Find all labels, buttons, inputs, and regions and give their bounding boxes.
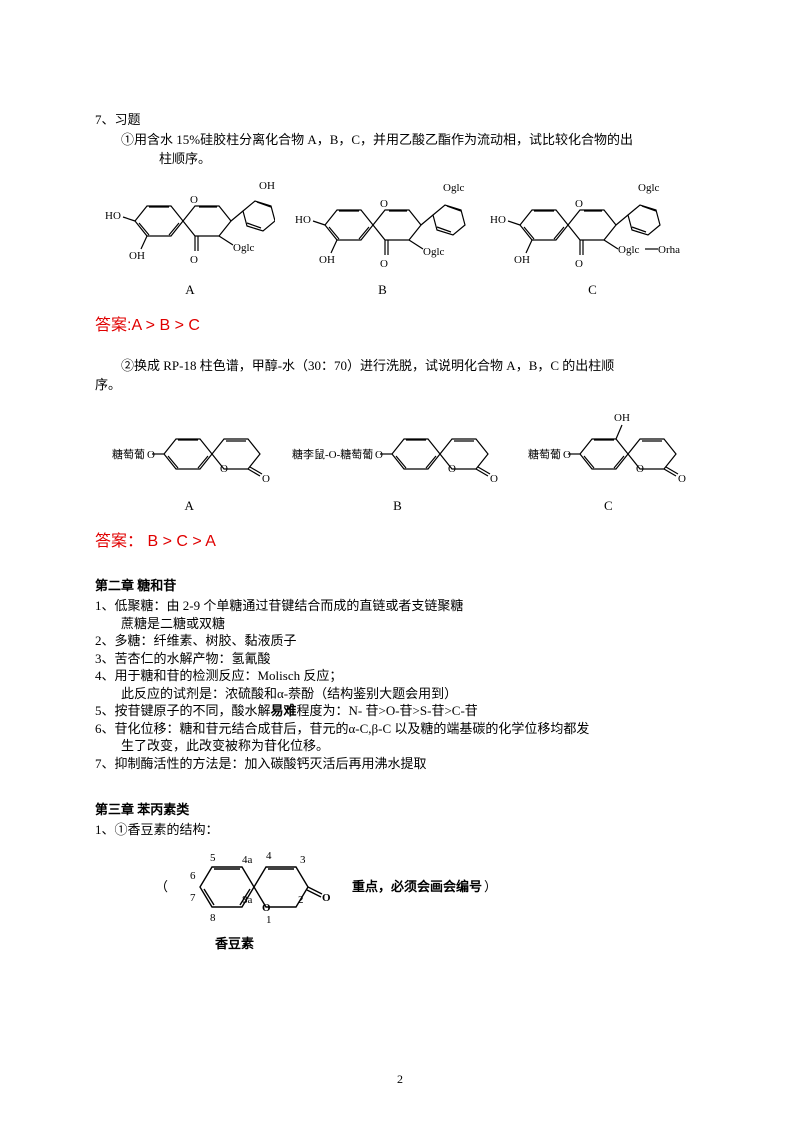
svg-text:O: O xyxy=(380,198,388,210)
svg-text:O: O xyxy=(220,463,228,475)
lbl-Oring: O xyxy=(190,194,198,206)
svg-text:OH: OH xyxy=(319,254,335,266)
struct-C2: 糖萄葡 O OH O O C xyxy=(518,399,698,516)
ch2-l1a: 1、低聚糖：由 2-9 个单糖通过苷键结合而成的直链或者支链聚糖 xyxy=(95,597,705,615)
svg-text:HO: HO xyxy=(295,214,311,226)
coumarin-name: 香豆素 xyxy=(215,934,705,954)
svg-text:4a: 4a xyxy=(242,854,253,866)
paren-r: ） xyxy=(484,877,497,897)
svg-text:8: 8 xyxy=(210,912,216,924)
svg-text:O: O xyxy=(147,449,155,461)
coumarin-row-2: 糖萄葡 O O O A 糖李鼠-O-糖萄葡 O O O B xyxy=(95,399,705,516)
svg-text:O: O xyxy=(380,258,388,270)
ch3-title: 第三章 苯丙素类 xyxy=(95,800,705,820)
svg-text:O: O xyxy=(575,258,583,270)
q7-p2b: 序。 xyxy=(95,375,705,395)
lbl-O: O xyxy=(190,254,198,266)
letter-C1: C xyxy=(490,280,695,300)
ch2-l4a: 4、用于糖和苷的检测反应：Molisch 反应； xyxy=(95,667,705,685)
lbl-OH4p: OH xyxy=(259,180,275,192)
svg-text:O: O xyxy=(322,892,331,904)
svg-text:O: O xyxy=(636,463,644,475)
ch3-note: 重点，必须会画会编号 xyxy=(352,877,482,897)
ch2-l3: 3、苦杏仁的水解产物：氢氰酸 xyxy=(95,650,705,668)
q7-p1b: 柱顺序。 xyxy=(121,149,705,169)
ch2-l6b: 生了改变，此改变被称为苷化位移。 xyxy=(95,737,705,755)
svg-text:1: 1 xyxy=(266,914,272,926)
lbl-HO: HO xyxy=(105,210,121,222)
ch3-l1-row: 1、①香豆素的结构： xyxy=(95,820,705,840)
paren-l: （ xyxy=(155,877,168,897)
letter-A1: A xyxy=(105,280,275,300)
svg-text:Orha: Orha xyxy=(658,244,680,256)
letter-B2: B xyxy=(290,496,505,516)
svg-text:O: O xyxy=(563,449,571,461)
ch2-title: 第二章 糖和苷 xyxy=(95,576,705,596)
svg-text:2: 2 xyxy=(298,894,304,906)
letter-A2: A xyxy=(102,496,277,516)
svg-text:O: O xyxy=(678,473,686,485)
svg-text:O: O xyxy=(262,473,270,485)
svg-text:OH: OH xyxy=(614,412,630,424)
svg-text:糖萄葡: 糖萄葡 xyxy=(528,447,561,461)
ch2-l2: 2、多糖：纤维素、树胶、黏液质子 xyxy=(95,632,705,650)
struct-A2: 糖萄葡 O O O A xyxy=(102,414,277,516)
lbl-OH5: OH xyxy=(129,250,145,262)
ch3-l1: 1、①香豆素的结构： xyxy=(95,820,219,840)
svg-text:Oglc: Oglc xyxy=(618,244,640,256)
svg-text:7: 7 xyxy=(190,892,196,904)
coumarin-struct-row: （ 5 6 7 8 4a 8a 4 3 2 1 O O xyxy=(155,839,705,934)
svg-text:糖李鼠-O-糖萄葡: 糖李鼠-O-糖萄葡 xyxy=(292,447,373,461)
struct-C1: HO OH O Oglc Orha Oglc O C xyxy=(490,173,695,300)
svg-text:4: 4 xyxy=(266,850,272,862)
q7-p2a: ②换成 RP-18 柱色谱，甲醇-水（30：70）进行洗脱，试说明化合物 A，B… xyxy=(121,356,705,376)
letter-B1: B xyxy=(295,280,470,300)
answer-1: 答案:A > B > C xyxy=(95,314,705,338)
ch2-l6a: 6、苷化位移：糖和苷元结合成苷后，苷元的α-C,β-C 以及糖的端基碳的化学位移… xyxy=(95,720,705,738)
svg-text:O: O xyxy=(448,463,456,475)
svg-text:O: O xyxy=(575,198,583,210)
svg-text:8a: 8a xyxy=(242,894,253,906)
q7-heading: 7、习题 xyxy=(95,110,705,130)
coumarin-svg: 5 6 7 8 4a 8a 4 3 2 1 O O xyxy=(170,839,350,934)
svg-text:糖萄葡: 糖萄葡 xyxy=(112,447,145,461)
ch2-l5: 5、按苷键原子的不同，酸水解易难程度为：N- 苷>O-苷>S-苷>C-苷 xyxy=(95,702,705,720)
svg-text:Oglc: Oglc xyxy=(443,182,465,194)
struct-B2: 糖李鼠-O-糖萄葡 O O O B xyxy=(290,414,505,516)
ch2-l7: 7、抑制酶活性的方法是：加入碳酸钙灭活后再用沸水提取 xyxy=(95,755,705,773)
svg-text:Oglc: Oglc xyxy=(638,182,660,194)
ch2-l1b: 蔗糖是二糖或双糖 xyxy=(95,615,705,633)
svg-text:Oglc: Oglc xyxy=(423,246,445,258)
struct-B1: HO OH O Oglc Oglc O B xyxy=(295,173,470,300)
svg-text:O: O xyxy=(262,902,271,914)
svg-text:3: 3 xyxy=(300,854,306,866)
struct-A1: HO OH O Oglc OH O A xyxy=(105,173,275,300)
letter-C2: C xyxy=(518,496,698,516)
svg-text:O: O xyxy=(375,449,383,461)
page-number: 2 xyxy=(0,1070,800,1088)
svg-text:6: 6 xyxy=(190,870,196,882)
q7-p1a: ①用含水 15%硅胶柱分离化合物 A，B，C，并用乙酸乙酯作为流动相，试比较化合… xyxy=(121,130,705,150)
svg-text:O: O xyxy=(490,473,498,485)
svg-text:HO: HO xyxy=(490,214,506,226)
svg-text:OH: OH xyxy=(514,254,530,266)
flavonoid-row-1: HO OH O Oglc OH O A xyxy=(95,173,705,300)
lbl-Oglc3: Oglc xyxy=(233,242,255,254)
ch2-l4b: 此反应的试剂是：浓硫酸和α-萘酚（结构鉴别大题会用到） xyxy=(95,685,705,703)
svg-text:5: 5 xyxy=(210,852,216,864)
answer-2: 答案： B > C > A xyxy=(95,530,705,554)
